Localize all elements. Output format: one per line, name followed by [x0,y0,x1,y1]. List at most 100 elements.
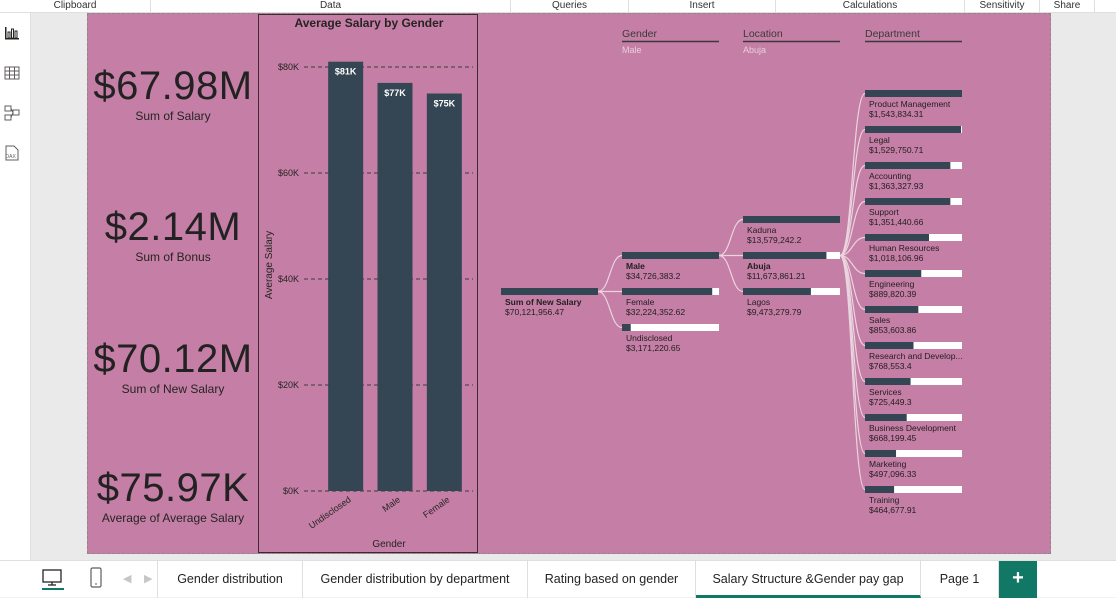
node-value: $1,351,440.66 [869,217,924,227]
tree-node[interactable]: Research and Develop...$768,553.4 [865,342,963,371]
average-salary-by-gender-chart[interactable]: Average Salary by Gender Average Salary … [258,14,478,553]
next-page-arrow-icon[interactable]: ▶ [144,573,153,585]
node-value: $497,096.33 [869,469,917,479]
node-bar-track [865,450,962,457]
bar-chart-svg: Average Salary by Gender Average Salary … [264,16,473,550]
node-value: $853,603.86 [869,325,917,335]
tree-node[interactable]: Female$32,224,352.62 [622,288,719,317]
tree-node[interactable]: Engineering$889,820.39 [865,270,962,299]
kpi-card-average-of-average-salary[interactable]: $75.97K Average of Average Salary [88,465,258,525]
view-sidebar: DAX [0,13,31,560]
ribbon-group-share: Share [1040,0,1095,13]
tree-node[interactable]: Legal$1,529,750.71 [865,126,962,155]
node-label: Training [869,495,900,505]
tree-node[interactable]: Accounting$1,363,327.93 [865,162,962,191]
node-value: $1,018,106.96 [869,253,924,263]
node-value: $1,543,834.31 [869,109,924,119]
table-view-button[interactable] [4,65,20,81]
ribbon-group-queries: Queries [511,0,629,13]
mobile-layout-button[interactable] [89,567,103,594]
kpi-value: $70.12M [93,337,253,381]
previous-page-arrow-icon[interactable]: ◀ [123,573,132,585]
mobile-phone-icon [90,567,102,588]
tree-node[interactable]: Human Resources$1,018,106.96 [865,234,962,263]
node-value: $768,553.4 [869,361,912,371]
tree-node[interactable]: Marketing$497,096.33 [865,450,962,479]
node-bar-fill [865,234,930,241]
bar-female[interactable] [426,93,462,492]
node-bar-track [865,414,962,421]
node-bar-fill [865,126,962,133]
dax-query-view-button[interactable]: DAX [4,145,20,161]
node-label: Kaduna [747,225,777,235]
tree-node[interactable]: Kaduna$13,579,242.2 [743,216,840,245]
tab-page-1[interactable]: Page 1 [921,561,999,598]
data-label: $77K [384,88,406,98]
tree-connector [597,254,623,293]
node-bar-fill [865,90,962,97]
node-value: $1,529,750.71 [869,145,924,155]
tree-node[interactable]: Male$34,726,383.2 [622,252,719,281]
tree-node[interactable]: Sales$853,603.86 [865,306,962,335]
kpi-label: Sum of Salary [135,109,211,123]
tab-rating-based-on-gender[interactable]: Rating based on gender [528,561,696,598]
report-view-button[interactable] [4,25,20,41]
chart-title: Average Salary by Gender [295,16,444,30]
node-label: Engineering [869,279,915,289]
bar-undisclosed[interactable] [328,61,364,491]
node-bar-fill [865,198,951,205]
y-axis-label: Average Salary [264,231,275,299]
node-bar-fill [865,378,911,385]
tree-node[interactable]: Product Management$1,543,834.31 [865,90,962,119]
kpi-card-sum-of-bonus[interactable]: $2.14M Sum of Bonus [88,204,258,264]
add-page-button[interactable]: + [999,561,1037,598]
kpi-label: Sum of New Salary [121,382,225,396]
report-page: $67.98M Sum of Salary $2.14M Sum of Bonu… [87,13,1051,554]
node-label: Business Development [869,423,957,433]
desktop-layout-button[interactable] [41,568,65,595]
tree-node[interactable]: Training$464,677.91 [865,486,962,515]
bar-chart-icon [5,27,19,40]
data-label: $75K [434,99,456,109]
node-value: $889,820.39 [869,289,917,299]
tree-node[interactable]: Business Development$668,199.45 [865,414,962,443]
tree-node[interactable]: Undisclosed$3,171,220.65 [622,324,719,353]
model-view-button[interactable] [4,105,20,121]
node-label: Female [626,297,655,307]
page-tab-bar: ◀ ▶ Gender distribution Gender distribut… [0,560,1116,598]
tree-node[interactable]: Sum of New Salary$70,121,956.47 [501,288,598,317]
tab-gender-distribution[interactable]: Gender distribution [158,561,303,598]
tree-connector [839,200,866,257]
ribbon-group-bar: Clipboard Data Queries Insert Calculatio… [0,0,1116,13]
node-bar-fill [743,216,840,223]
kpi-label: Sum of Bonus [135,250,211,264]
tree-node[interactable]: Abuja$11,673,861.21 [743,252,840,281]
tree-node[interactable]: Support$1,351,440.66 [865,198,962,227]
bar-male[interactable] [377,82,413,492]
decomposition-tree[interactable]: Gender Male Location Abuja Department Sum of… [88,14,1050,553]
kpi-card-sum-of-salary[interactable]: $67.98M Sum of Salary [88,63,258,123]
tab-salary-structure-gender-pay-gap[interactable]: Salary Structure &Gender pay gap [696,561,921,598]
table-grid-icon [4,66,20,80]
tree-node[interactable]: Services$725,449.3 [865,378,962,407]
y-tick-label: $60K [278,168,299,178]
tree-node[interactable]: Lagos$9,473,279.79 [743,288,840,317]
node-label: Male [626,261,645,271]
node-bar-track [865,378,962,385]
level-header-filter: Male [622,45,642,55]
node-label: Support [869,207,899,217]
node-label: Undisclosed [626,333,673,343]
data-label: $81K [335,67,357,77]
node-bar-fill [865,414,907,421]
node-label: Research and Develop... [869,351,963,361]
node-bar-fill [865,306,919,313]
kpi-card-sum-of-new-salary[interactable]: $70.12M Sum of New Salary [88,336,258,396]
y-tick-label: $80K [278,62,299,72]
ribbon-group-clipboard: Clipboard [0,0,151,13]
node-value: $70,121,956.47 [505,307,564,317]
ribbon-group-calculations: Calculations [776,0,965,13]
tree-connector [839,92,866,257]
tab-gender-distribution-by-department[interactable]: Gender distribution by department [303,561,528,598]
node-bar-track [622,324,719,331]
node-bar-fill [501,288,598,295]
